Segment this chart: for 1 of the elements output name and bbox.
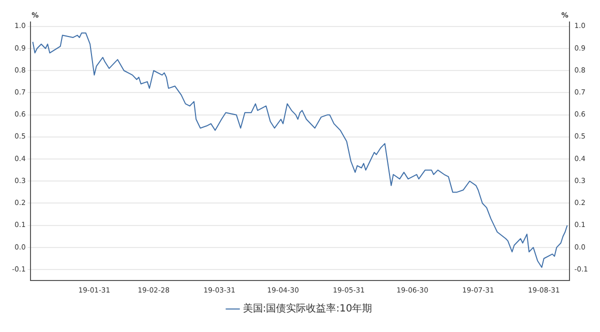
legend-label: 美国:国债实际收益率:10年期 bbox=[242, 302, 372, 315]
